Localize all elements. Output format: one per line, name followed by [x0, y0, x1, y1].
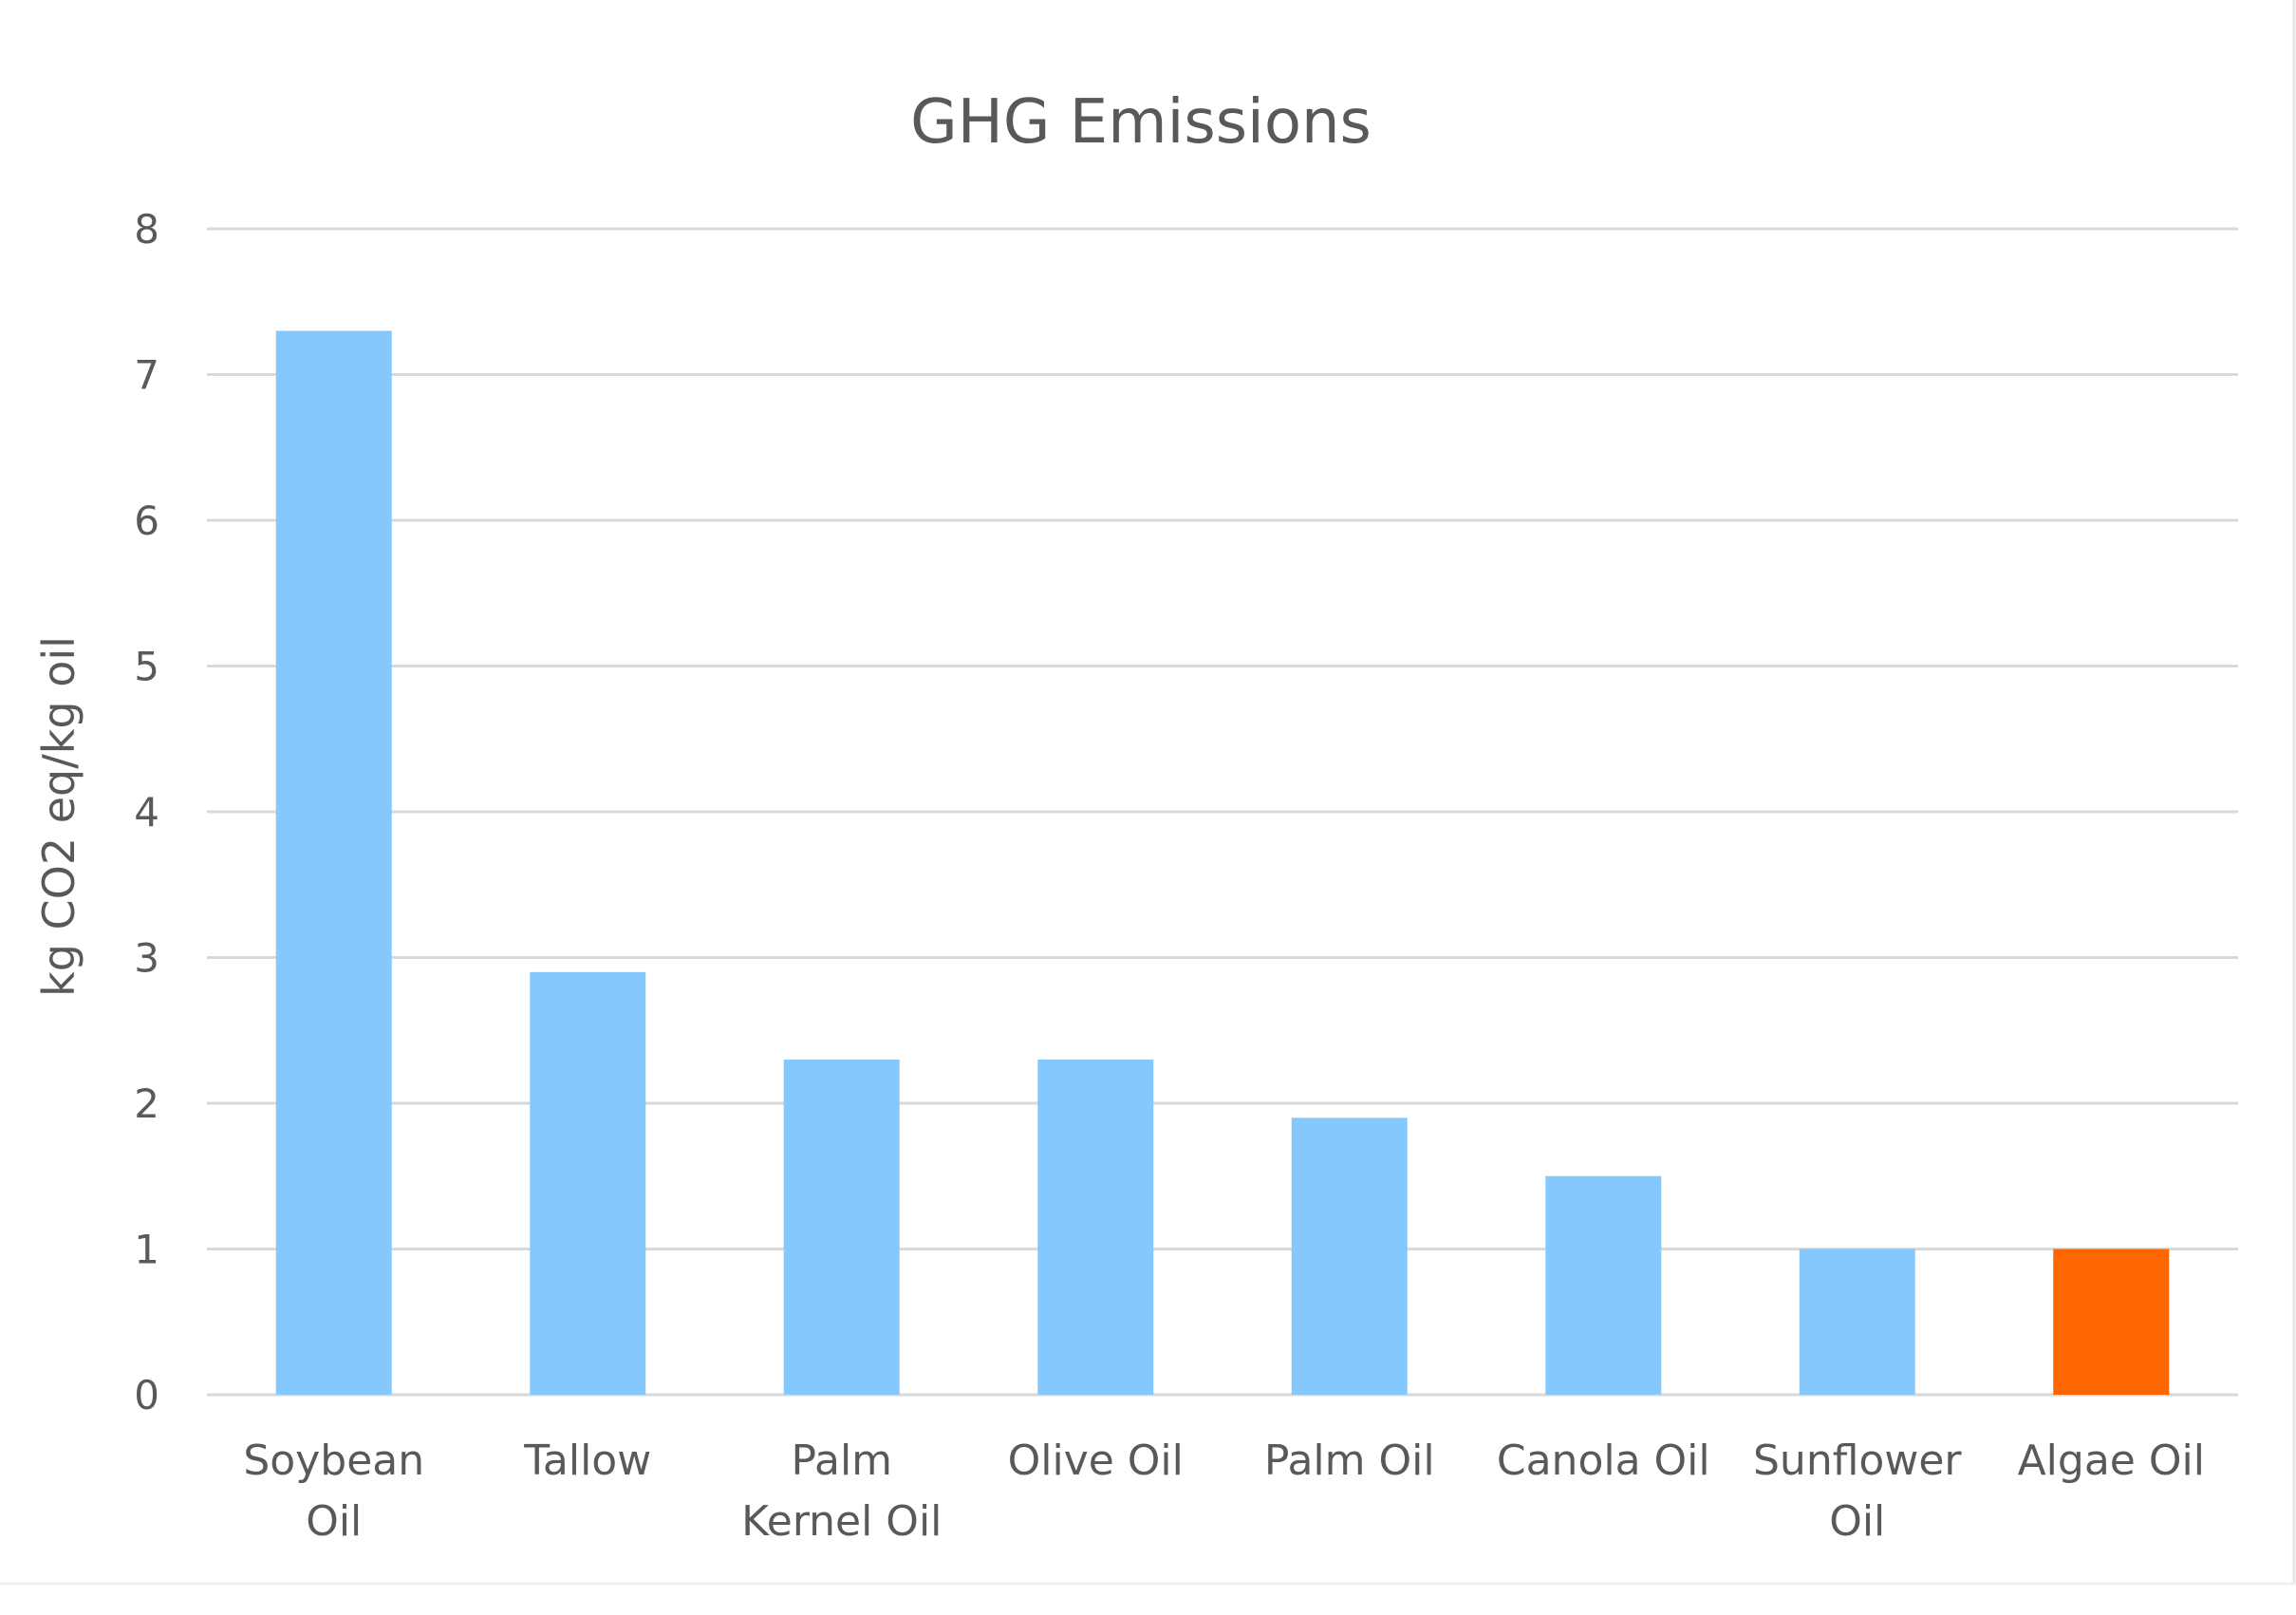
x-tick-label-line: Kernel Oil: [741, 1497, 942, 1546]
x-tick-label: Palm Oil: [1264, 1437, 1435, 1485]
bar: [530, 971, 646, 1395]
bars: [275, 330, 2170, 1396]
x-tick-label-line: Canola Oil: [1497, 1437, 1710, 1485]
x-tick-label-line: Soybean: [243, 1437, 424, 1485]
y-tick-label: 1: [134, 1227, 159, 1273]
y-tick-label: 8: [134, 206, 159, 253]
bar: [1799, 1249, 1915, 1395]
y-tick-label: 0: [134, 1372, 159, 1418]
y-tick-label: 2: [134, 1080, 159, 1127]
x-axis-labels: Soybean Oil Tallow Palm Kernel Oil Olive Oil P…: [243, 1437, 2205, 1546]
x-tick-label-line: Oil: [306, 1497, 362, 1546]
bar: [1545, 1175, 1662, 1395]
x-tick-label: Soybean Oil: [243, 1437, 424, 1546]
y-tick-label: 3: [134, 935, 159, 982]
y-tick-label: 6: [134, 498, 159, 544]
x-tick-label-line: Palm Oil: [1264, 1437, 1435, 1485]
bar: [275, 330, 392, 1396]
x-tick-label-line: Tallow: [523, 1437, 651, 1485]
x-tick-label: Canola Oil: [1497, 1437, 1710, 1485]
x-tick-label-line: Algae Oil: [2018, 1437, 2205, 1485]
x-tick-label: Olive Oil: [1008, 1437, 1184, 1485]
x-tick-label-line: Palm: [791, 1437, 892, 1485]
x-tick-label: Algae Oil: [2018, 1437, 2205, 1485]
x-tick-label: Tallow: [523, 1437, 651, 1485]
x-tick-label-line: Olive Oil: [1008, 1437, 1184, 1485]
x-tick-label-line: Sunflower: [1753, 1437, 1962, 1485]
x-tick-label-line: Oil: [1829, 1497, 1885, 1546]
x-tick-label: Sunflower Oil: [1753, 1437, 1962, 1546]
gridlines: [207, 227, 2238, 1397]
chart-title: GHG Emissions: [910, 87, 1372, 158]
bar: [2053, 1249, 2170, 1395]
y-axis-title: kg CO2 eq/kg oil: [33, 636, 84, 997]
bar: [1037, 1059, 1154, 1395]
bar: [1291, 1117, 1408, 1395]
y-tick-label: 5: [134, 644, 159, 690]
y-tick-label: 4: [134, 789, 159, 836]
y-tick-label: 7: [134, 352, 159, 399]
y-axis-ticks: 0 1 2 3 4 5 6 7 8: [134, 206, 159, 1418]
x-tick-label: Palm Kernel Oil: [741, 1437, 942, 1546]
bar: [783, 1059, 900, 1395]
